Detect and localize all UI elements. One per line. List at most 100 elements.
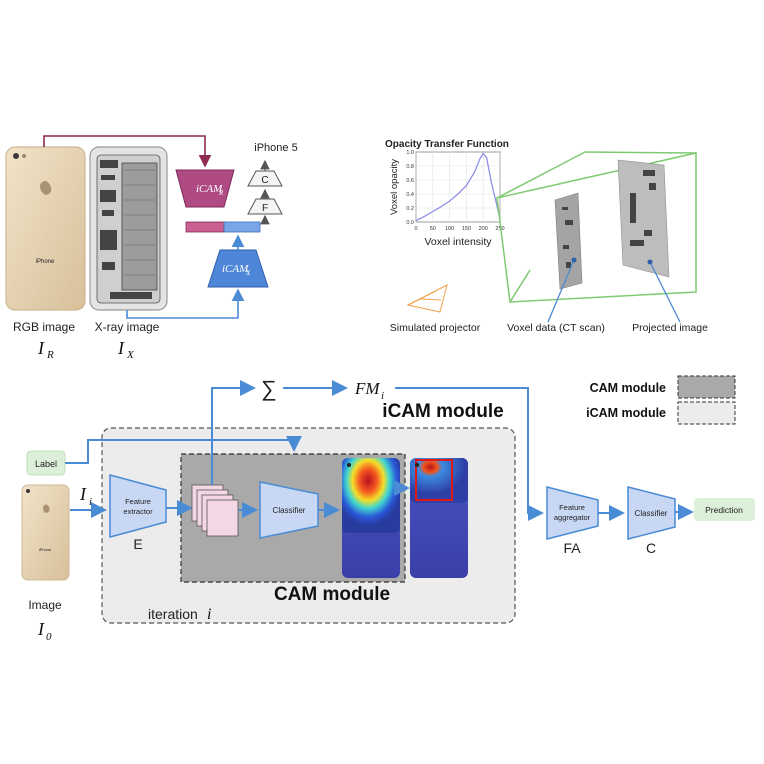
svg-text:X: X: [126, 349, 135, 361]
xray-phone-image: [89, 146, 168, 311]
svg-text:aggregator: aggregator: [554, 513, 591, 522]
prediction-box: Prediction: [694, 498, 755, 521]
legend-icam-label: iCAM module: [586, 406, 666, 420]
otf-xtick-label: 50: [430, 226, 436, 232]
otf-xticks: 0 50 100 150 200 250: [414, 226, 504, 232]
sum-symbol: ∑: [261, 376, 277, 401]
apple-logo-icon: [43, 504, 50, 513]
projected-image: [617, 159, 670, 278]
svg-text:R: R: [218, 189, 224, 197]
svg-text:X: X: [245, 269, 251, 277]
output-label: iPhone 5: [254, 142, 297, 154]
e-label: E: [133, 536, 142, 552]
otf-ytick-label: 0.4: [406, 192, 414, 198]
xray-feature-bar: [223, 221, 261, 233]
legend: CAM module iCAM module: [586, 375, 736, 425]
svg-text:Prediction: Prediction: [705, 505, 743, 515]
c-label: C: [646, 540, 656, 556]
otf-ytick-label: 0.8: [406, 164, 414, 170]
projected-pointer: [649, 261, 681, 323]
projected-caption: Projected image: [632, 322, 708, 334]
svg-text:iCAM: iCAM: [196, 183, 223, 195]
svg-text:I: I: [37, 338, 45, 358]
voxel-caption: Voxel data (CT scan): [507, 322, 605, 334]
svg-text:I: I: [117, 338, 125, 358]
projector-icon: [406, 284, 448, 313]
image-caption: Image: [28, 598, 62, 612]
svg-text:Classifier: Classifier: [635, 509, 668, 518]
otf-xtick-label: 100: [445, 226, 454, 232]
fm-symbol: FM i: [354, 379, 384, 402]
apple-logo-icon: [40, 181, 52, 195]
rgb-phone-image: iPhone: [5, 146, 86, 311]
otf-ylabel: Voxel opacity: [389, 159, 400, 215]
svg-text:I: I: [37, 619, 45, 639]
xray-caption: X-ray image: [95, 320, 160, 334]
iteration-label: iteration i: [148, 606, 211, 623]
input-phone-image: iPhone: [21, 484, 70, 581]
legend-icam-swatch: [677, 401, 736, 425]
voxel-pointer: [547, 259, 575, 323]
icam-x-block: iCAM X: [207, 249, 269, 288]
otf-ytick-label: 1.0: [406, 150, 414, 156]
svg-text:Feature: Feature: [559, 503, 585, 512]
svg-text:F: F: [262, 203, 268, 214]
otf-title: Opacity Transfer Function: [385, 139, 509, 150]
otf-xtick-label: 200: [479, 226, 488, 232]
xray-to-icam-x-arrow: [126, 288, 245, 319]
icam-r-block: iCAM R: [175, 169, 235, 208]
c-block: C: [247, 170, 283, 187]
svg-text:Label: Label: [35, 459, 57, 469]
svg-text:iCAM: iCAM: [222, 263, 249, 275]
f-block: F: [247, 198, 283, 215]
feature-aggregator-block: Feature aggregator: [546, 486, 599, 540]
label-to-cam-arrow: [65, 436, 302, 464]
legend-cam-swatch: [677, 375, 736, 399]
otf-grid: [415, 151, 501, 223]
features-to-sum-arrow: [211, 380, 256, 485]
heatmap-phone: [342, 458, 400, 578]
otf-yticks: 1.0 0.8 0.6 0.4 0.2 0.0: [406, 150, 414, 226]
rgb-caption: RGB image: [13, 320, 75, 334]
svg-text:i: i: [381, 390, 384, 402]
voxel-slab: [554, 192, 583, 290]
fm-to-aggregator-arrow: [395, 387, 544, 521]
otf-xtick-label: 150: [462, 226, 471, 232]
otf-ytick-label: 0.0: [406, 220, 414, 226]
label-box: Label: [26, 450, 66, 476]
svg-text:Feature: Feature: [125, 497, 151, 506]
legend-cam-label: CAM module: [590, 381, 666, 395]
svg-text:i: i: [89, 496, 92, 508]
svg-text:extractor: extractor: [123, 507, 153, 516]
svg-text:C: C: [261, 175, 268, 186]
final-classifier-block: Classifier: [627, 486, 676, 540]
otf-xtick-label: 0: [414, 226, 417, 232]
xray-symbol: I X: [117, 338, 135, 361]
otf-ytick-label: 0.6: [406, 178, 414, 184]
image-symbol: I 0: [37, 619, 52, 643]
rgb-to-icam-r-arrow: [43, 135, 212, 168]
svg-text:FM: FM: [354, 379, 380, 398]
svg-text:R: R: [46, 349, 54, 361]
feature-maps-stack: [191, 484, 239, 537]
svg-text:iteration: iteration: [148, 606, 198, 622]
otf-chart: 1.0 0.8 0.6 0.4 0.2 0.0 0 50 100 150 200 250: [406, 150, 504, 232]
rgb-phone-label: iPhone: [36, 259, 55, 265]
otf-curve: [415, 152, 501, 222]
svg-text:Classifier: Classifier: [273, 506, 306, 515]
svg-text:i: i: [207, 606, 211, 623]
svg-text:I: I: [79, 484, 87, 504]
fa-label: FA: [563, 540, 581, 556]
rgb-symbol: I R: [37, 338, 54, 361]
icam-module-title: iCAM module: [382, 401, 503, 422]
input-symbol: I i: [79, 484, 92, 508]
svg-text:iPhone: iPhone: [39, 547, 52, 552]
feature-extractor-block: Feature extractor: [109, 474, 167, 538]
otf-xlabel: Voxel intensity: [424, 236, 492, 248]
cam-classifier-block: Classifier: [259, 481, 319, 539]
projector-caption: Simulated projector: [390, 322, 481, 334]
crop-phone: [410, 458, 468, 578]
rgb-feature-bar: [185, 221, 225, 233]
crop-box: [415, 459, 453, 501]
otf-xtick-label: 250: [495, 226, 504, 232]
